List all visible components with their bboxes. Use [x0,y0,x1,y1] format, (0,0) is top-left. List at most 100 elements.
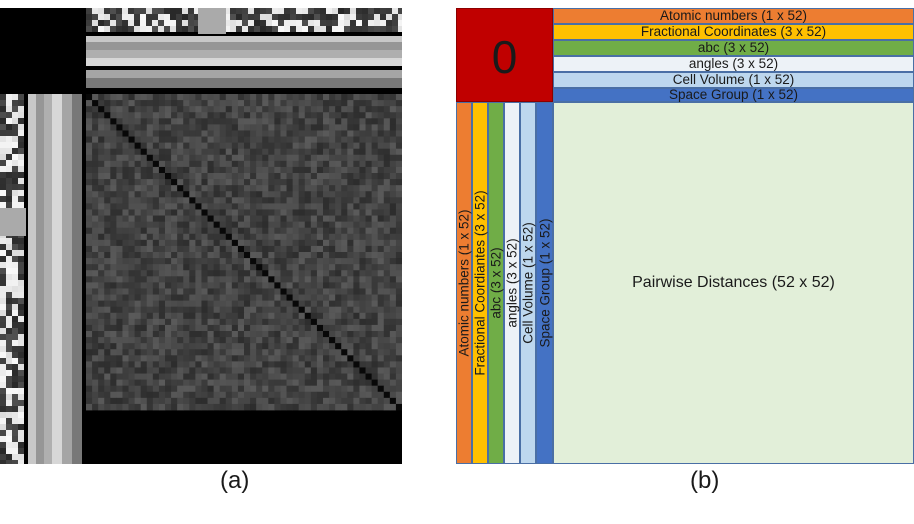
distance-cell [268,331,275,338]
distance-cell [262,403,269,411]
top-atomic-cell [242,8,248,14]
distance-cell [359,173,366,180]
distance-cell [335,100,342,107]
distance-cell [104,318,111,326]
distance-cell [371,142,379,150]
distance-cell [177,373,184,381]
distance-cell [268,391,275,399]
distance-cell [104,252,111,259]
distance-cell [329,209,336,216]
distance-cell [298,282,306,289]
top-atomic-cell [170,26,176,32]
left-atomic-cell [0,106,6,112]
distance-cell [134,294,142,302]
left-atomic-cell [12,136,18,142]
distance-cell [134,367,142,374]
distance-cell [207,221,215,229]
top-atomic-cell [362,14,368,20]
distance-cell [292,94,300,101]
distance-cell [128,264,136,271]
distance-cell [152,239,160,247]
distance-cell [323,245,330,253]
distance-cell [347,312,354,320]
distance-cell [213,349,221,356]
distance-cell [256,112,263,119]
distance-cell [140,252,148,259]
distance-cell [110,270,117,277]
distance-cell [104,179,111,186]
distance-cell [323,142,330,150]
distance-cell [304,306,312,314]
distance-cell [262,331,269,338]
left-atomic-cell [18,112,24,118]
top-atomic-cell [170,14,176,20]
distance-cell [274,361,281,368]
distance-cell [134,112,142,119]
distance-cell [244,288,251,295]
distance-cell [177,361,184,368]
distance-cell [329,288,336,295]
distance-cell [225,124,233,131]
distance-cell [189,312,196,320]
distance-cell [177,215,184,223]
distance-cell [298,203,306,210]
distance-cell [213,373,221,381]
distance-cell [195,209,202,216]
distance-cell [183,100,190,107]
distance-cell [347,100,354,107]
distance-cell [86,397,93,405]
top-atomic-cell [290,14,296,20]
distance-cell [395,361,402,368]
distance-cell [274,203,281,210]
distance-cell [335,227,342,235]
left-atomic-cell [18,118,24,124]
distance-cell [183,252,190,259]
distance-cell [213,233,221,241]
top-atomic-cell [314,20,320,26]
distance-cell [189,154,196,162]
top-atomic-cell [164,14,170,20]
distance-cell [134,203,142,210]
distance-cell [171,185,178,192]
distance-cell [219,391,227,399]
distance-cell [165,294,172,302]
left-atomic-cell [0,346,6,352]
distance-cell [371,233,379,241]
distance-cell [231,124,239,131]
distance-cell [329,124,336,131]
distance-cell [158,154,166,162]
distance-cell [377,385,385,393]
distance-cell [286,221,294,229]
distance-cell [195,385,202,393]
distance-cell [341,94,348,101]
distance-cell [250,337,257,344]
distance-cell [298,373,306,381]
distance-cell [341,361,348,368]
top-atomic-cell [308,20,314,26]
top-atomic-cell [266,20,272,26]
distance-cell [146,276,154,283]
distance-cell [262,324,269,332]
distance-cell [280,221,287,229]
left-atomic-cell [18,430,24,436]
distance-cell [341,343,348,350]
distance-cell [165,403,172,411]
distance-cell [110,397,117,405]
distance-cell [353,349,360,356]
distance-cell [92,209,99,216]
distance-cell [292,185,300,192]
distance-cell [92,349,99,356]
distance-cell [189,282,196,289]
distance-cell [250,264,257,271]
distance-cell [201,252,208,259]
top-atomic-cell [176,8,182,14]
distance-cell [256,324,263,332]
distance-cell [286,252,294,259]
top-atomic-cell [332,8,338,14]
distance-cell [389,154,397,162]
distance-cell [122,221,129,229]
distance-cell [183,94,190,101]
distance-cell [237,264,245,271]
distance-cell [158,361,166,368]
distance-cell [116,166,123,174]
